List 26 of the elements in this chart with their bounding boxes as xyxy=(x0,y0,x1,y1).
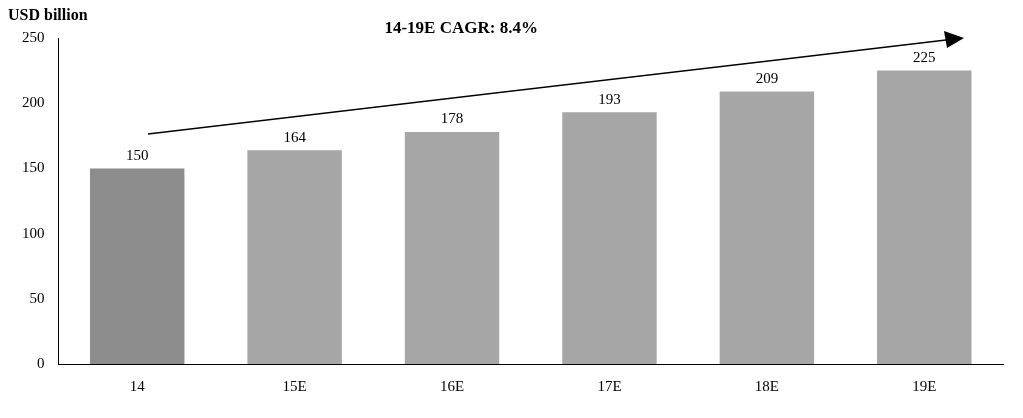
y-tick-label: 0 xyxy=(37,354,45,371)
bar xyxy=(247,150,342,364)
bar xyxy=(562,112,657,364)
data-label: 178 xyxy=(440,110,464,127)
text: 14-19E CAGR: 8.4% xyxy=(384,17,538,37)
bar xyxy=(719,91,815,364)
y-tick-label: 50 xyxy=(29,289,45,306)
y-tick-label: 200 xyxy=(22,94,45,111)
bar xyxy=(404,131,500,364)
data-label: 150 xyxy=(125,146,149,163)
y-tick-label: 150 xyxy=(22,159,45,176)
y-tick-label: 250 xyxy=(22,28,45,45)
data-label: 164 xyxy=(283,128,307,145)
x-tick-label: 14 xyxy=(129,377,146,394)
bar xyxy=(89,168,185,364)
y-tick-label: 100 xyxy=(22,224,45,241)
bar xyxy=(877,70,972,364)
y-axis-title: USD billion xyxy=(8,6,88,24)
x-tick-label: 18E xyxy=(754,377,779,394)
data-label: 209 xyxy=(755,69,779,86)
x-tick-label: 15E xyxy=(282,377,307,394)
data-label: 225 xyxy=(913,49,936,66)
x-tick-label: 16E xyxy=(439,377,465,394)
x-tick-label: 17E xyxy=(597,377,622,394)
data-label: 193 xyxy=(598,90,621,107)
x-tick-label: 19E xyxy=(912,377,937,394)
